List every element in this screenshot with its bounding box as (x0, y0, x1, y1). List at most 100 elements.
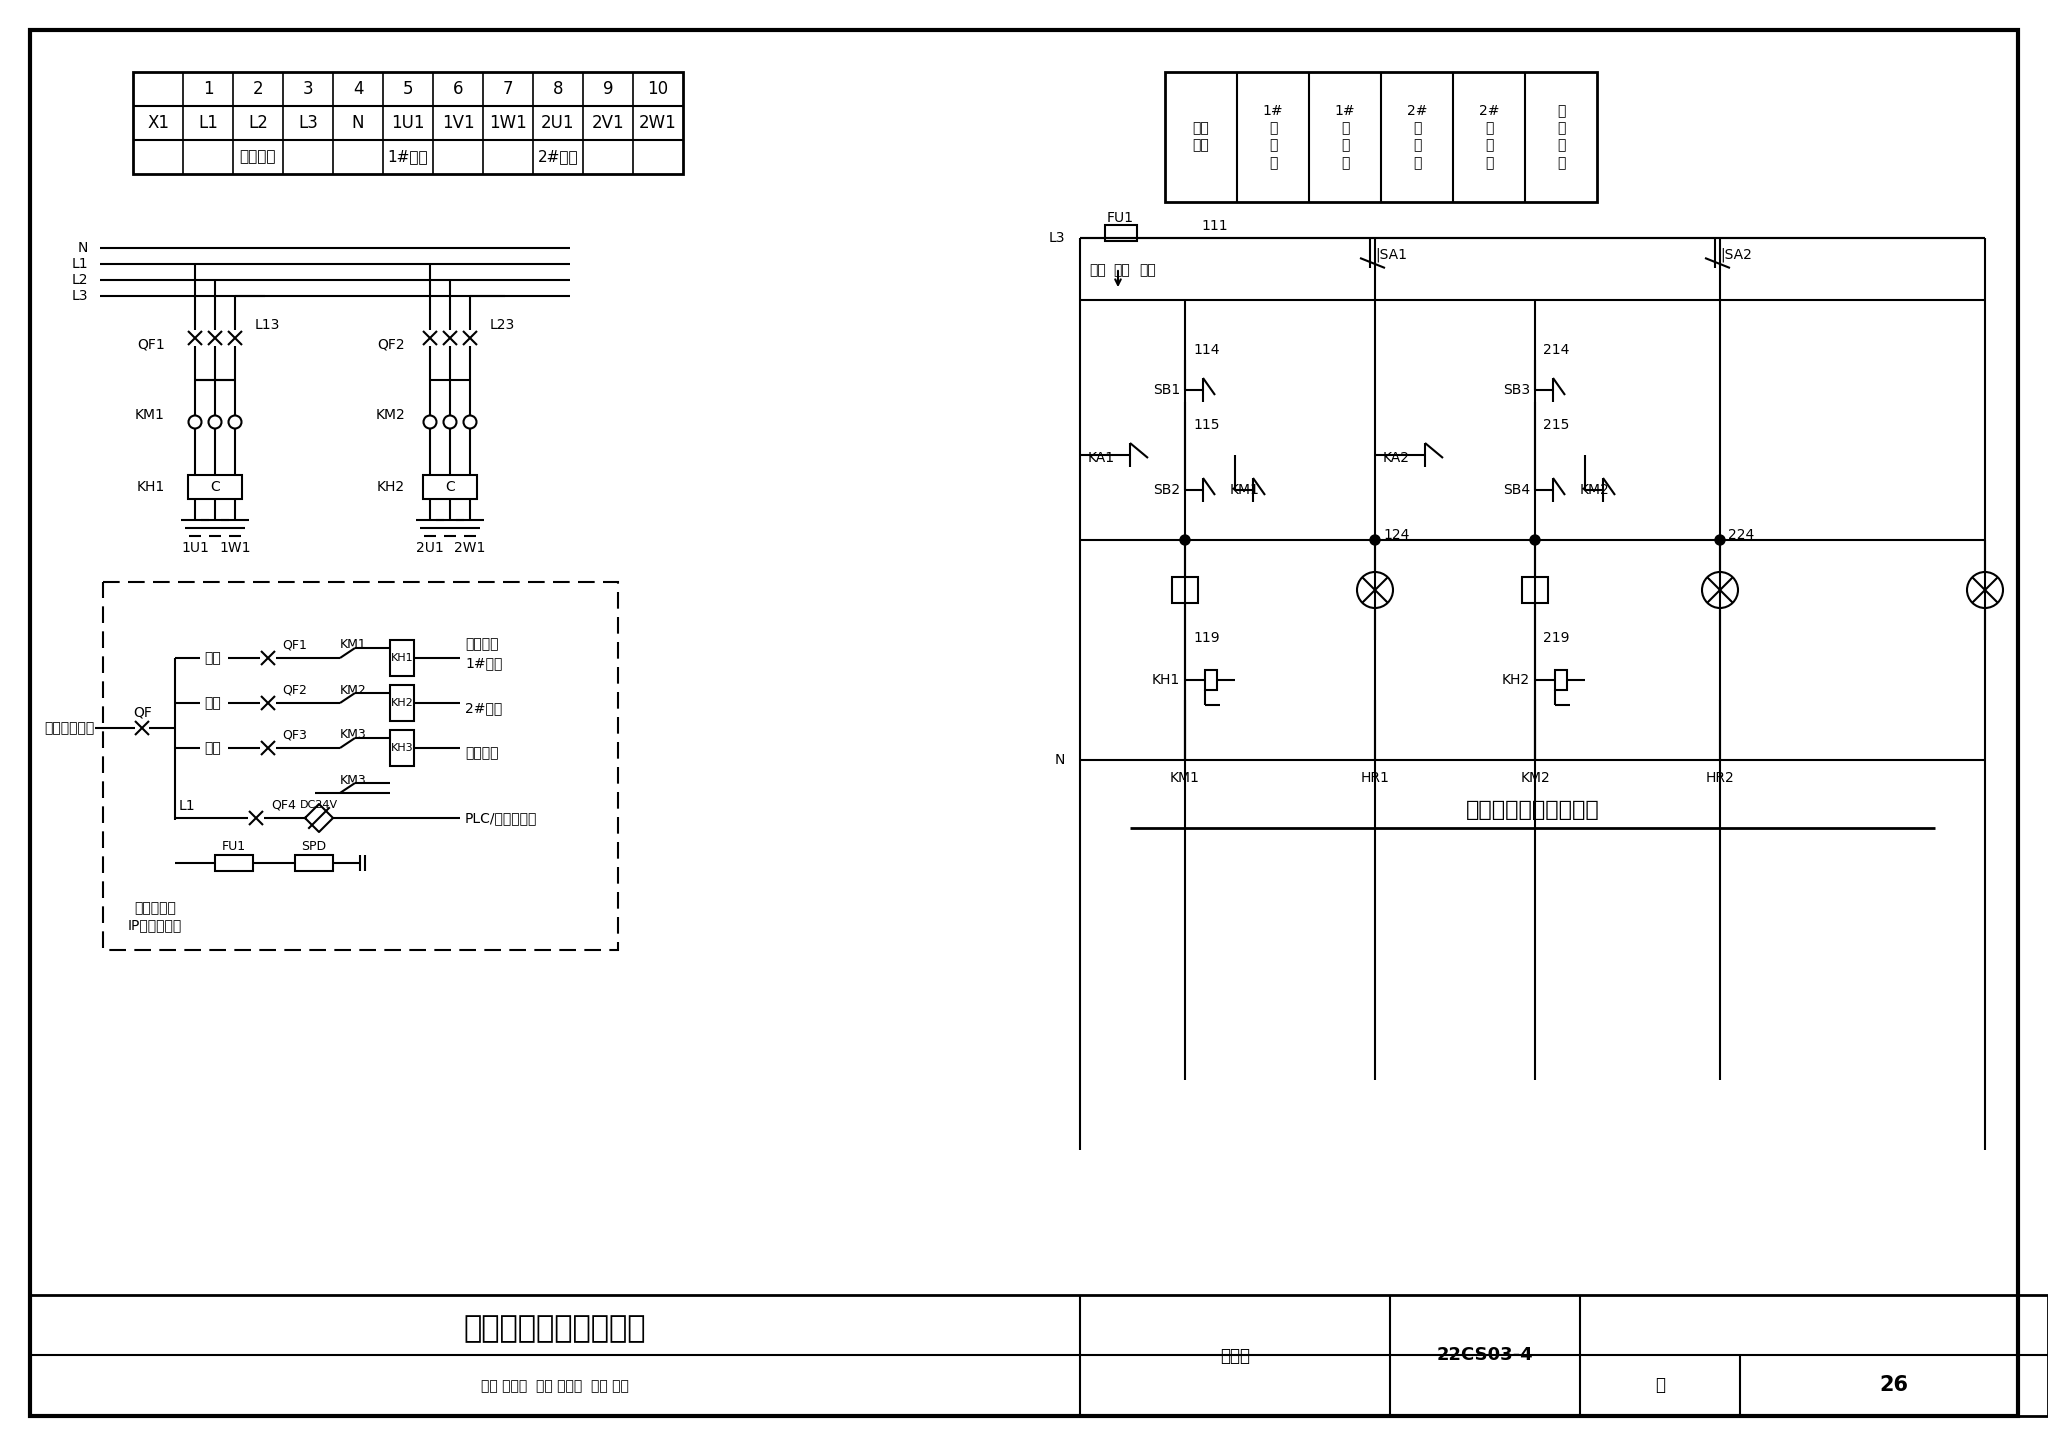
Text: 1#水泵: 1#水泵 (465, 656, 502, 669)
Text: SB3: SB3 (1503, 383, 1530, 398)
Text: 1V1: 1V1 (442, 114, 475, 132)
Text: 124: 124 (1382, 528, 1409, 542)
Bar (295, 855, 334, 870)
Text: 控制
电源: 控制 电源 (1192, 121, 1210, 153)
Bar (424, 474, 477, 499)
Text: 2#水泵: 2#水泵 (539, 149, 578, 165)
Circle shape (1180, 535, 1190, 545)
Text: L1: L1 (72, 257, 88, 270)
Bar (1522, 577, 1548, 603)
Text: 三相: 三相 (205, 740, 221, 755)
Text: KA2: KA2 (1382, 451, 1409, 466)
Text: 电气控制箱: 电气控制箱 (133, 901, 176, 915)
Text: 6: 6 (453, 80, 463, 98)
Bar (188, 474, 242, 499)
Text: 页: 页 (1655, 1377, 1665, 1394)
Text: 2W1: 2W1 (455, 541, 485, 555)
Bar (1204, 669, 1217, 690)
Circle shape (1530, 535, 1540, 545)
Text: 8: 8 (553, 80, 563, 98)
Text: 26: 26 (1880, 1375, 1909, 1395)
Text: PLC/触摸屏电源: PLC/触摸屏电源 (465, 811, 537, 826)
Text: 214: 214 (1542, 343, 1569, 357)
Text: QF1: QF1 (283, 639, 307, 652)
Text: 粉碎格栅: 粉碎格栅 (465, 746, 498, 761)
Text: 1U1: 1U1 (391, 114, 424, 132)
Text: L23: L23 (489, 318, 516, 333)
Text: 224: 224 (1729, 528, 1755, 542)
Text: L1: L1 (199, 114, 217, 132)
Bar (389, 730, 414, 766)
Text: 219: 219 (1542, 630, 1569, 645)
Text: L3: L3 (1049, 231, 1065, 244)
Bar (133, 72, 682, 174)
Text: KH1: KH1 (391, 654, 414, 664)
Text: KH2: KH2 (377, 480, 406, 495)
Text: SB1: SB1 (1153, 383, 1180, 398)
Bar (1171, 577, 1198, 603)
Text: KM1: KM1 (1169, 771, 1200, 785)
Text: QF: QF (133, 706, 152, 720)
Text: 2U1: 2U1 (541, 114, 575, 132)
Text: 22CS03-4: 22CS03-4 (1438, 1346, 1534, 1365)
Text: 1#水泵: 1#水泵 (387, 149, 428, 165)
Text: 7: 7 (502, 80, 514, 98)
Bar (389, 641, 414, 675)
Text: 9: 9 (602, 80, 612, 98)
Text: KM3: KM3 (340, 729, 367, 742)
Text: 自动: 自动 (1139, 263, 1157, 278)
Circle shape (1714, 535, 1724, 545)
Bar (31, 1296, 2048, 1416)
Text: 电
源
指
示: 电 源 指 示 (1556, 104, 1565, 171)
Text: KH1: KH1 (137, 480, 166, 495)
Text: SB2: SB2 (1153, 483, 1180, 497)
Text: 5: 5 (403, 80, 414, 98)
Text: 119: 119 (1194, 630, 1221, 645)
Text: 1W1: 1W1 (489, 114, 526, 132)
Text: 2#
泵
自
动: 2# 泵 自 动 (1407, 104, 1427, 171)
Text: 2#水泵: 2#水泵 (465, 701, 502, 714)
Text: SPD: SPD (301, 840, 326, 853)
Text: KA1: KA1 (1087, 451, 1114, 466)
Bar (102, 581, 618, 950)
Text: 1W1: 1W1 (219, 541, 250, 555)
Text: 图集号: 图集号 (1221, 1346, 1249, 1365)
Text: 审核 杜富强  校对 李健明  设计 王旭: 审核 杜富强 校对 李健明 设计 王旭 (481, 1378, 629, 1392)
Bar (1554, 669, 1567, 690)
Text: KM3: KM3 (340, 774, 367, 787)
Text: |SA2: |SA2 (1720, 247, 1751, 262)
Text: 111: 111 (1202, 218, 1229, 233)
Text: N: N (78, 241, 88, 254)
Text: KM2: KM2 (375, 408, 406, 422)
Bar (1165, 72, 1597, 202)
Bar (389, 685, 414, 722)
Text: 3: 3 (303, 80, 313, 98)
Text: L1: L1 (178, 800, 195, 813)
Text: X1: X1 (147, 114, 170, 132)
Text: 2#
泵
手
动: 2# 泵 手 动 (1479, 104, 1499, 171)
Text: KH2: KH2 (1501, 672, 1530, 687)
Text: HR1: HR1 (1360, 771, 1389, 785)
Text: L2: L2 (72, 273, 88, 286)
Text: 电气控制原理图（一）: 电气控制原理图（一） (1466, 800, 1599, 820)
Text: 115: 115 (1194, 418, 1219, 432)
Text: 进线电源: 进线电源 (240, 149, 276, 165)
Text: KH2: KH2 (391, 698, 414, 709)
Text: 2W1: 2W1 (639, 114, 678, 132)
Text: 电气控制原理图（一）: 电气控制原理图（一） (463, 1314, 647, 1343)
Text: KM2: KM2 (1579, 483, 1610, 497)
Text: 零位: 零位 (1114, 263, 1130, 278)
Circle shape (1370, 535, 1380, 545)
Text: KH3: KH3 (391, 743, 414, 753)
Text: DC24V: DC24V (299, 800, 338, 810)
Text: N: N (1055, 753, 1065, 766)
Text: FU1: FU1 (1106, 211, 1133, 226)
Text: 2V1: 2V1 (592, 114, 625, 132)
Text: QF2: QF2 (377, 338, 406, 351)
Text: C: C (211, 480, 219, 495)
Text: N: N (352, 114, 365, 132)
Text: 三相: 三相 (205, 696, 221, 710)
Text: 4: 4 (352, 80, 362, 98)
Text: FU1: FU1 (221, 840, 246, 853)
Text: C: C (444, 480, 455, 495)
